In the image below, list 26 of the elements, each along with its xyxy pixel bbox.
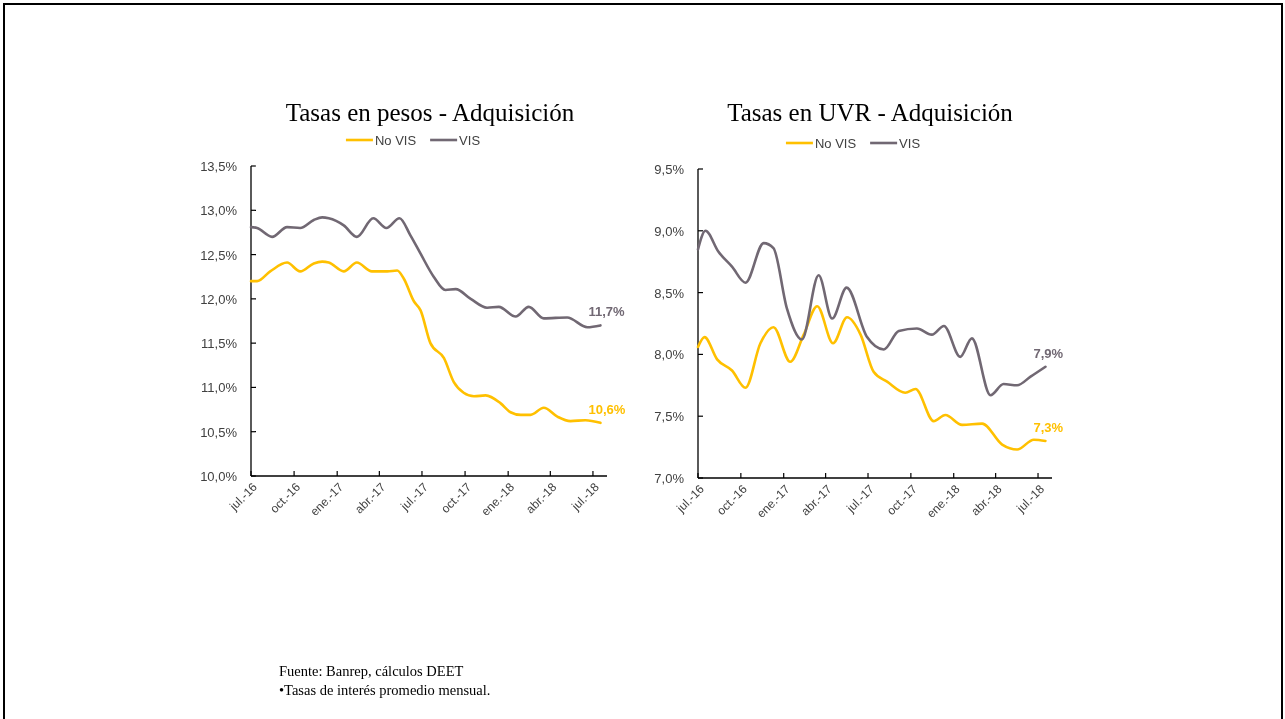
legend-label: VIS [459, 132, 481, 148]
y-tick-label: 13,5% [200, 158, 238, 174]
data-label: 7,3% [1033, 419, 1064, 435]
text: •Tasas de interés promedio mensual. [279, 682, 491, 698]
legend-label: No VIS [374, 132, 417, 148]
source-note: Fuente: Banrep, cálculos DEET [279, 663, 464, 679]
y-tick-label: 8,0% [654, 346, 685, 362]
y-tick-label: 8,5% [654, 285, 685, 301]
y-tick-label: 7,5% [654, 408, 685, 424]
y-tick-label: 12,5% [200, 247, 238, 263]
y-tick-label: 11,5% [201, 335, 238, 351]
y-tick-label: 11,0% [201, 379, 238, 395]
y-tick-label: 12,0% [200, 291, 238, 307]
y-tick-label: 10,5% [200, 424, 238, 440]
data-label: 11,7% [588, 304, 626, 320]
chart-title: Tasas en UVR - Adquisición [727, 99, 1014, 126]
y-tick-label: 9,5% [654, 161, 685, 177]
y-tick-label: 9,0% [654, 223, 685, 239]
y-tick-label: 10,0% [200, 468, 238, 484]
y-tick-label: 13,0% [200, 202, 238, 218]
legend-label: VIS [899, 135, 921, 151]
legend-label: No VIS [814, 135, 857, 151]
data-label: 10,6% [588, 401, 626, 417]
y-tick-label: 7,0% [654, 470, 685, 486]
data-label: 7,9% [1033, 345, 1064, 361]
chart-title: Tasas en pesos - Adquisición [285, 99, 575, 126]
